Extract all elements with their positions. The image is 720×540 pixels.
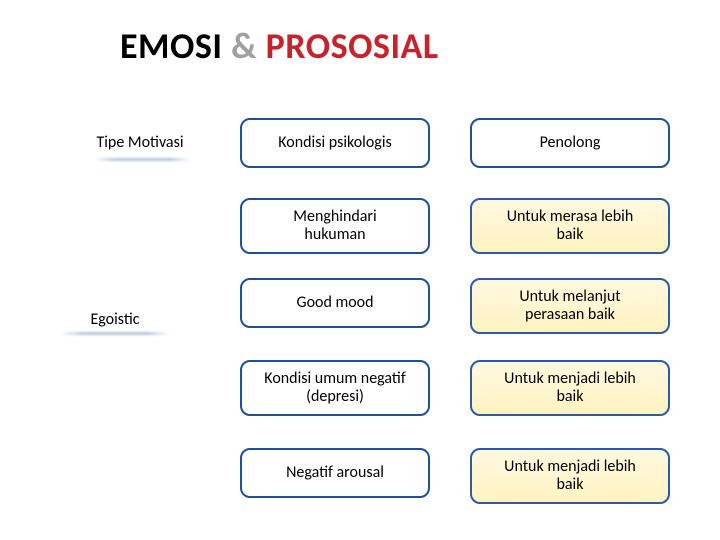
- header-tipe-motivasi-label: Tipe Motivasi: [96, 134, 183, 152]
- header-kondisi-psikologis-label: Kondisi psikologis: [278, 134, 392, 152]
- box-menghindari-hukuman-label: Menghindari hukuman: [293, 208, 376, 245]
- box-melanjut-perasaan: Untuk melanjut perasaan baik: [470, 278, 670, 334]
- header-penolong: Penolong: [470, 118, 670, 168]
- box-kondisi-umum-negatif: Kondisi umum negatif (depresi): [240, 360, 430, 416]
- box-negatif-arousal-label: Negatif arousal: [286, 464, 384, 482]
- header-kondisi-psikologis: Kondisi psikologis: [240, 118, 430, 168]
- title-ampersand: &: [231, 24, 257, 68]
- box-merasa-lebih-baik: Untuk merasa lebih baik: [470, 198, 670, 254]
- underline-egoistic: [60, 332, 170, 335]
- title-part1: EMOSI: [120, 24, 222, 68]
- underline-tipe-motivasi: [95, 158, 190, 161]
- box-merasa-lebih-baik-label: Untuk merasa lebih baik: [507, 208, 634, 245]
- page-title: EMOSI & PROSOSIAL: [120, 24, 439, 68]
- box-negatif-arousal: Negatif arousal: [240, 448, 430, 498]
- box-menjadi-baik-2-label: Untuk menjadi lebih baik: [504, 458, 636, 495]
- box-good-mood-label: Good mood: [296, 294, 373, 312]
- label-egoistic-text: Egoistic: [90, 311, 139, 329]
- title-part2: PROSOSIAL: [266, 24, 439, 68]
- box-menjadi-baik-1: Untuk menjadi lebih baik: [470, 360, 670, 416]
- header-penolong-label: Penolong: [540, 134, 601, 152]
- box-menjadi-baik-2: Untuk menjadi lebih baik: [470, 448, 670, 504]
- box-menjadi-baik-1-label: Untuk menjadi lebih baik: [504, 370, 636, 407]
- box-kondisi-umum-negatif-label: Kondisi umum negatif (depresi): [264, 370, 405, 407]
- box-good-mood: Good mood: [240, 278, 430, 328]
- box-menghindari-hukuman: Menghindari hukuman: [240, 198, 430, 254]
- box-melanjut-perasaan-label: Untuk melanjut perasaan baik: [519, 288, 620, 325]
